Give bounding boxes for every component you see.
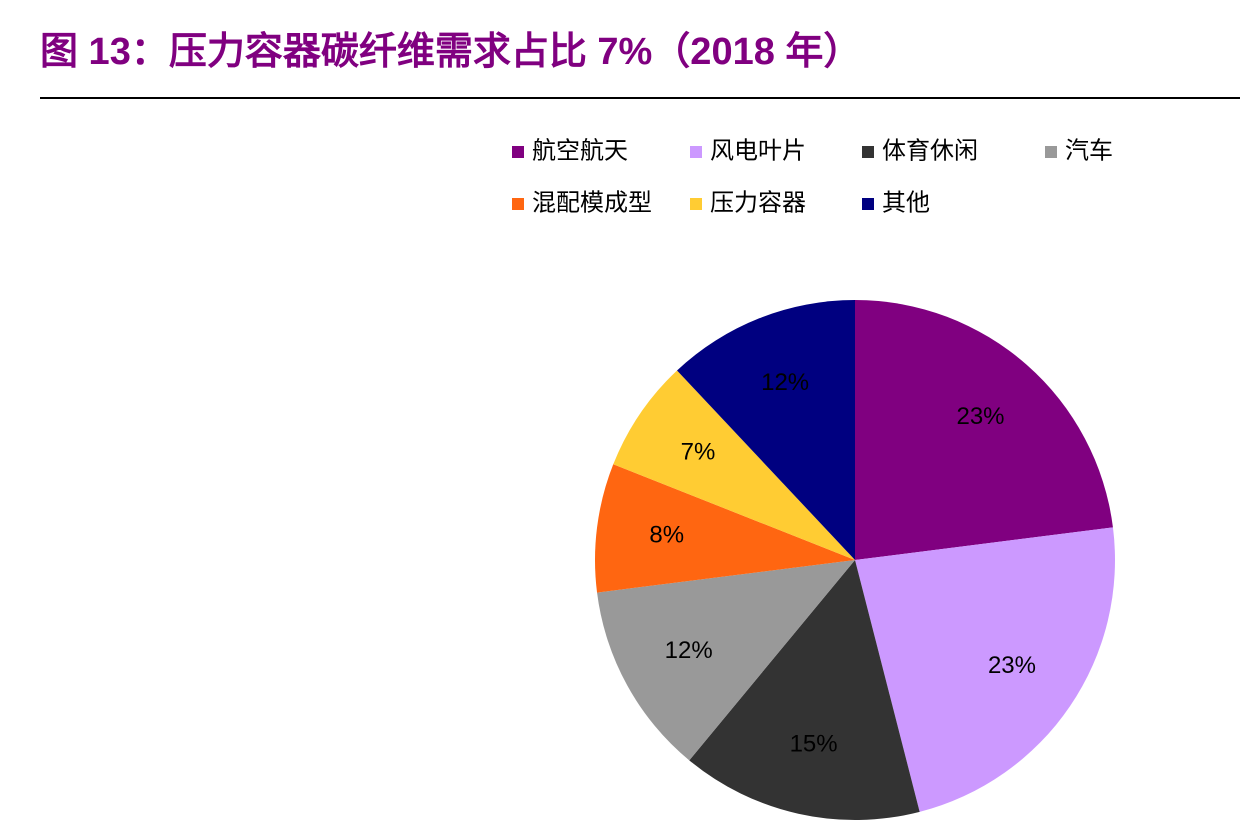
legend-label: 航空航天 bbox=[532, 137, 628, 164]
legend-label: 汽车 bbox=[1065, 137, 1113, 164]
pie-slice bbox=[855, 527, 1115, 812]
legend-label: 混配模成型 bbox=[532, 189, 652, 216]
legend-label: 风电叶片 bbox=[710, 137, 806, 164]
pie-slice bbox=[597, 560, 855, 761]
data-label: 23% bbox=[956, 403, 1004, 430]
data-label: 8% bbox=[649, 522, 684, 549]
pie-slice bbox=[594, 464, 855, 593]
legend-swatch bbox=[690, 198, 702, 210]
legend-label: 压力容器 bbox=[710, 189, 806, 216]
pie-slice bbox=[677, 300, 855, 560]
legend-swatch bbox=[512, 146, 524, 158]
legend-swatch bbox=[862, 198, 874, 210]
pie-slice bbox=[613, 370, 855, 560]
legend-swatch bbox=[690, 146, 702, 158]
pie-slice bbox=[689, 560, 920, 820]
legend-label: 其他 bbox=[882, 189, 930, 216]
data-label: 12% bbox=[665, 637, 713, 664]
data-label: 7% bbox=[681, 439, 716, 466]
legend-swatch bbox=[862, 146, 874, 158]
data-label: 12% bbox=[761, 369, 809, 396]
chart-title: 图 13：压力容器碳纤维需求占比 7%（2018 年） bbox=[40, 31, 861, 73]
data-label: 15% bbox=[790, 731, 838, 758]
legend-label: 体育休闲 bbox=[882, 137, 978, 164]
legend-swatch bbox=[512, 198, 524, 210]
legend-swatch bbox=[1045, 146, 1057, 158]
pie-slice bbox=[855, 300, 1113, 560]
data-label: 23% bbox=[988, 652, 1036, 679]
